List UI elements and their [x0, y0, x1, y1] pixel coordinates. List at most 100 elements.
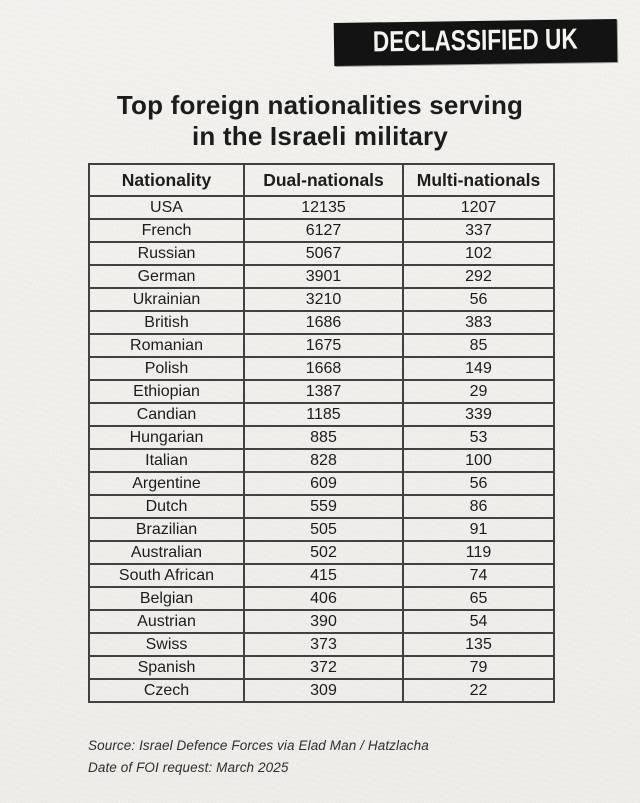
table-body: USA 12135 1207 French 6127 337 Russian 5…	[88, 195, 555, 703]
dual-nationals-cell: 559	[243, 494, 404, 519]
dual-nationals-cell: 3901	[243, 264, 404, 289]
multi-nationals-cell: 383	[402, 310, 555, 335]
table-row: Spanish 372 79	[88, 655, 555, 680]
multi-nationals-cell: 85	[402, 333, 555, 358]
multi-nationals-cell: 91	[402, 517, 555, 542]
multi-nationals-cell: 65	[402, 586, 555, 611]
multi-nationals-cell: 56	[402, 287, 555, 312]
footer-note: Source: Israel Defence Forces via Elad M…	[88, 735, 429, 780]
table-row: Italian 828 100	[88, 448, 555, 473]
multi-nationals-cell: 79	[402, 655, 555, 680]
foi-date-line: Date of FOI request: March 2025	[88, 760, 289, 776]
dual-nationals-cell: 505	[243, 517, 404, 542]
dual-nationals-cell: 12135	[243, 195, 404, 220]
multi-nationals-cell: 74	[402, 563, 555, 588]
table-row: French 6127 337	[88, 218, 555, 243]
table-row: Polish 1668 149	[88, 356, 555, 381]
nationality-cell: Austrian	[88, 609, 245, 634]
header-nationality: Nationality	[88, 163, 245, 197]
table-row: Czech 309 22	[88, 678, 555, 703]
dual-nationals-cell: 6127	[243, 218, 404, 243]
nationality-cell: Russian	[88, 241, 245, 266]
dual-nationals-cell: 828	[243, 448, 404, 473]
table-row: South African 415 74	[88, 563, 555, 588]
table-row: Ukrainian 3210 56	[88, 287, 555, 312]
nationalities-table: Nationality Dual-nationals Multi-nationa…	[88, 163, 555, 703]
table-row: Brazilian 505 91	[88, 517, 555, 542]
nationality-cell: Spanish	[88, 655, 245, 680]
nationality-cell: Brazilian	[88, 517, 245, 542]
header-row: Nationality Dual-nationals Multi-nationa…	[88, 163, 555, 197]
multi-nationals-cell: 102	[402, 241, 555, 266]
nationality-cell: USA	[88, 195, 245, 220]
nationality-cell: Polish	[88, 356, 245, 381]
nationality-cell: German	[88, 264, 245, 289]
dual-nationals-cell: 3210	[243, 287, 404, 312]
declassified-uk-logo: DECLASSIFIED UK	[334, 19, 618, 66]
nationality-cell: French	[88, 218, 245, 243]
dual-nationals-cell: 309	[243, 678, 404, 703]
multi-nationals-cell: 86	[402, 494, 555, 519]
table-row: German 3901 292	[88, 264, 555, 289]
nationality-cell: Candian	[88, 402, 245, 427]
title-line-2: in the Israeli military	[191, 120, 449, 151]
table-row: Candian 1185 339	[88, 402, 555, 427]
dual-nationals-cell: 1686	[243, 310, 404, 335]
dual-nationals-cell: 372	[243, 655, 404, 680]
dual-nationals-cell: 373	[243, 632, 404, 657]
multi-nationals-cell: 1207	[402, 195, 555, 220]
dual-nationals-cell: 1185	[243, 402, 404, 427]
title-line-1: Top foreign nationalities serving	[116, 90, 524, 120]
dual-nationals-cell: 609	[243, 471, 404, 496]
table-row: Swiss 373 135	[88, 632, 555, 657]
nationality-cell: British	[88, 310, 245, 335]
nationality-cell: Ukrainian	[88, 287, 245, 312]
multi-nationals-cell: 53	[402, 425, 555, 450]
table-header: Nationality Dual-nationals Multi-nationa…	[88, 163, 555, 197]
nationality-cell: Romanian	[88, 333, 245, 358]
dual-nationals-cell: 415	[243, 563, 404, 588]
table-row: Russian 5067 102	[88, 241, 555, 266]
dual-nationals-cell: 406	[243, 586, 404, 611]
table-row: British 1686 383	[88, 310, 555, 335]
multi-nationals-cell: 292	[402, 264, 555, 289]
dual-nationals-cell: 390	[243, 609, 404, 634]
multi-nationals-cell: 22	[402, 678, 555, 703]
nationality-cell: Ethiopian	[88, 379, 245, 404]
nationality-cell: Italian	[88, 448, 245, 473]
table-row: USA 12135 1207	[88, 195, 555, 220]
nationality-cell: Hungarian	[88, 425, 245, 450]
nationality-cell: Swiss	[88, 632, 245, 657]
multi-nationals-cell: 149	[402, 356, 555, 381]
dual-nationals-cell: 502	[243, 540, 404, 565]
multi-nationals-cell: 339	[402, 402, 555, 427]
header-multi-nationals: Multi-nationals	[402, 163, 555, 197]
multi-nationals-cell: 56	[402, 471, 555, 496]
nationality-cell: Belgian	[88, 586, 245, 611]
logo-text: DECLASSIFIED UK	[373, 23, 579, 59]
dual-nationals-cell: 1387	[243, 379, 404, 404]
page-title: Top foreign nationalities serving in the…	[0, 90, 640, 151]
dual-nationals-cell: 5067	[243, 241, 404, 266]
table-row: Australian 502 119	[88, 540, 555, 565]
multi-nationals-cell: 337	[402, 218, 555, 243]
multi-nationals-cell: 54	[402, 609, 555, 634]
header-dual-nationals: Dual-nationals	[243, 163, 404, 197]
table-row: Hungarian 885 53	[88, 425, 555, 450]
dual-nationals-cell: 885	[243, 425, 404, 450]
multi-nationals-cell: 119	[402, 540, 555, 565]
table-row: Romanian 1675 85	[88, 333, 555, 358]
nationality-cell: Australian	[88, 540, 245, 565]
table-row: Dutch 559 86	[88, 494, 555, 519]
table-row: Austrian 390 54	[88, 609, 555, 634]
source-line: Source: Israel Defence Forces via Elad M…	[88, 738, 429, 753]
table-row: Belgian 406 65	[88, 586, 555, 611]
nationality-cell: Dutch	[88, 494, 245, 519]
table-row: Argentine 609 56	[88, 471, 555, 496]
multi-nationals-cell: 100	[402, 448, 555, 473]
nationality-cell: Argentine	[88, 471, 245, 496]
nationality-cell: South African	[88, 563, 245, 588]
multi-nationals-cell: 29	[402, 379, 555, 404]
dual-nationals-cell: 1675	[243, 333, 404, 358]
